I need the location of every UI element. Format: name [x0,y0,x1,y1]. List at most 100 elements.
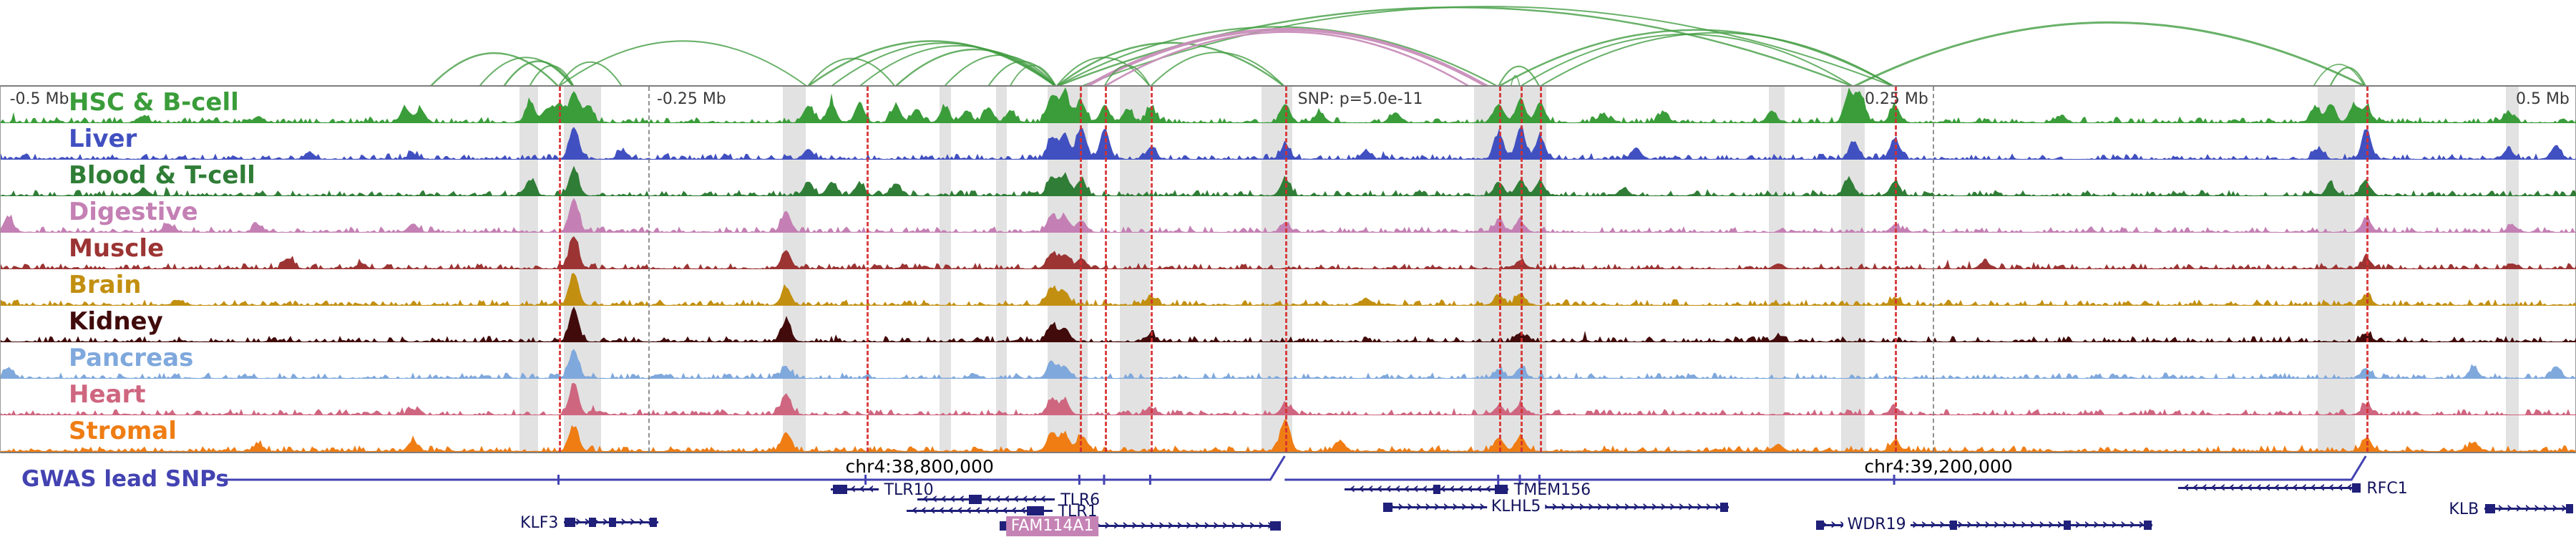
gene-exon [1950,521,1958,530]
gene-label-FAM114A1: FAM114A1 [1005,516,1099,537]
signal-digestive [1,198,2576,233]
track-label-heart: Heart [69,380,146,409]
highlight-band [1120,87,1150,452]
track-label-liver: Liver [69,125,137,153]
track-row-blood-t-cell: Blood & T-cell [1,160,2576,196]
gene-exon [1720,503,1728,512]
gene-exon [832,485,848,494]
interaction-arc-green [2329,67,2367,87]
interaction-arc-green [806,40,1058,87]
axis-label: -0.25 Mb [656,90,726,108]
signal-area-digestive [1,198,2576,233]
gene-exon [609,518,617,527]
gene-exon [1495,485,1508,494]
signal-track-area: HSC & B-cell Liver Blood & T-cell Digestive… [0,85,2576,453]
highlight-band [519,87,538,452]
gene-exon [1383,503,1392,512]
track-row-pancreas: Pancreas [1,342,2576,379]
lead-snp-line [1895,87,1898,452]
gene-body-TMEM156 [1345,488,1508,490]
track-label-brain: Brain [69,271,142,299]
interaction-arc-green [1497,29,1896,87]
track-label-kidney: Kidney [69,307,163,336]
interaction-arc-green [858,45,1057,87]
gwas-snp-line [219,455,2367,485]
gene-body-KLB [2484,508,2574,510]
lead-snp-line [1080,87,1083,452]
signal-area-heart [1,382,2576,415]
guide-line [648,87,650,452]
track-row-liver: Liver [1,123,2576,160]
gene-exon [1270,521,1281,531]
gwas-line-segment [219,455,1286,481]
track-row-digestive: Digestive [1,196,2576,233]
gene-exon [1816,521,1824,530]
interaction-arc-green [478,57,574,87]
track-row-stromal: Stromal [1,415,2576,452]
track-row-brain: Brain [1,269,2576,306]
coordinate-label: chr4:38,800,000 [845,456,994,477]
gene-exon [588,518,596,527]
track-label-blood-t-cell: Blood & T-cell [69,161,255,190]
track-row-heart: Heart [1,379,2576,415]
gene-body-TLR6 [917,498,1055,500]
gene-label-TLR6: TLR6 [1060,491,1101,509]
lead-snp-line [1151,87,1153,452]
signal-area-kidney [1,306,2576,342]
gene-exon [2063,521,2071,530]
interaction-arc-green [987,60,1057,87]
gwas-lead-snps-label: GWAS lead SNPs [21,466,229,492]
gene-body-FAM114A1 [999,525,1281,527]
signal-area-brain [1,273,2576,306]
axis-label: SNP: p=5.0e-11 [1297,90,1423,108]
gene-exon [2566,504,2573,513]
gene-exon [2351,483,2361,493]
signal-area-stromal [1,420,2576,452]
track-label-hsc-b-cell: HSC & B-cell [69,88,239,117]
interaction-arc-green [943,54,1057,87]
interaction-arc-green [1055,42,1286,87]
gene-body-KLHL5 [1383,506,1729,508]
gene-strand-arrows: ‹‹‹‹‹‹‹‹‹‹‹‹‹‹‹‹‹‹‹ [2183,480,2356,495]
interaction-arc-green [1852,21,2367,87]
gene-strand-arrows: ››››››››› [2488,500,2570,516]
track-label-muscle: Muscle [69,234,165,263]
gene-label-RFC1: RFC1 [2366,480,2408,498]
gene-exon [1433,485,1441,494]
gene-exon [565,518,575,527]
signal-liver [1,127,2576,160]
guide-line [1933,87,1934,452]
interaction-arc-green [1538,32,1896,87]
axis-label: -0.5 Mb [9,90,69,108]
signal-hsc-b-cell [1,87,2576,123]
highlight-band [2318,87,2356,452]
interaction-arc-green [1510,74,1521,87]
gene-label-WDR19: WDR19 [1843,516,1911,534]
signal-kidney [1,306,2576,342]
gene-exon [650,518,658,527]
gwas-line-segment [1284,455,2367,481]
signal-area-hsc-b-cell [1,87,2576,123]
track-row-hsc-b-cell: HSC & B-cell [1,87,2576,123]
gene-label-TLR10: TLR10 [884,481,934,499]
signal-area-blood-t-cell [1,165,2576,196]
signal-heart [1,382,2576,415]
gene-exon [969,495,982,504]
interaction-arc-green [1055,26,1499,87]
signal-brain [1,273,2576,306]
track-label-digestive: Digestive [69,198,198,226]
gene-strand-arrows: ‹‹‹‹‹‹‹‹‹‹‹‹‹‹‹‹‹ [1349,481,1504,496]
gwas-row: GWAS lead SNPs chr4:38,800,000 chr4:39,20… [0,453,2576,498]
interaction-arc-green [2313,64,2366,87]
gene-strand-arrows: ››››››››››››››››››››››››››››››››››››› [1388,499,1724,514]
gene-exon [2144,521,2152,530]
signal-stromal [1,420,2576,452]
interaction-arc-green [806,57,896,87]
interaction-arc-green [429,52,560,87]
gene-label-KLHL5: KLHL5 [1486,498,1546,516]
signal-area-liver [1,127,2576,160]
gene-body-TLR10 [831,488,879,490]
gene-strand-arrows: ‹‹‹‹‹‹‹‹‹‹‹‹‹‹ [922,491,1050,506]
lead-snp-line [1521,87,1523,452]
